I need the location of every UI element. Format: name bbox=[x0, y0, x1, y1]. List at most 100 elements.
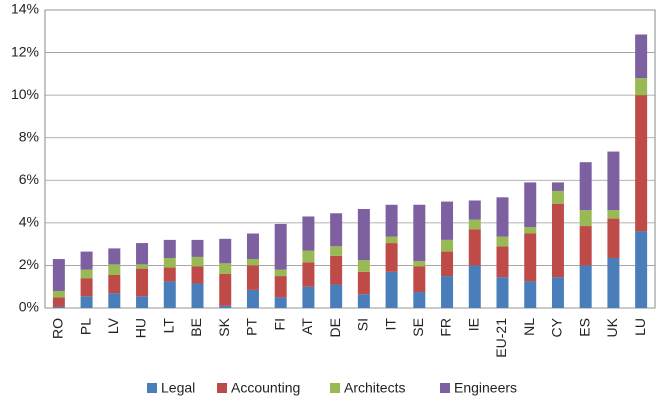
x-tick-label: FI bbox=[271, 318, 287, 330]
y-tick-label: 12% bbox=[11, 43, 39, 59]
bar-segment bbox=[524, 227, 537, 234]
legend-label: Legal bbox=[161, 380, 195, 396]
bar-segment bbox=[163, 257, 176, 268]
bar-segment bbox=[579, 265, 592, 308]
bar-segment bbox=[357, 209, 370, 261]
bar-segment bbox=[607, 151, 620, 211]
x-tick-label: FR bbox=[438, 318, 454, 337]
bar-segment bbox=[191, 283, 204, 308]
bar-segment bbox=[441, 239, 454, 252]
x-tick-label: PT bbox=[244, 318, 260, 336]
bar-segment bbox=[551, 182, 564, 191]
legend-swatch bbox=[217, 383, 227, 393]
bar-segment bbox=[413, 261, 426, 267]
bar-segment bbox=[496, 246, 509, 278]
bar-segment bbox=[246, 265, 259, 290]
bar-segment bbox=[468, 219, 481, 230]
bar-segment bbox=[163, 267, 176, 282]
bar-segment bbox=[219, 305, 232, 308]
bar-segment bbox=[330, 255, 343, 285]
x-tick-label: LT bbox=[160, 318, 176, 334]
y-tick-label: 0% bbox=[19, 299, 39, 315]
bar-segment bbox=[80, 296, 93, 308]
x-tick-label: SE bbox=[410, 318, 426, 337]
legend-swatch bbox=[147, 383, 157, 393]
bar-segment bbox=[136, 243, 149, 265]
bar-segment bbox=[219, 238, 232, 264]
bar-segment bbox=[274, 269, 287, 277]
bar-segment bbox=[607, 218, 620, 258]
bar-segment bbox=[496, 236, 509, 247]
bar-segment bbox=[80, 251, 93, 270]
x-tick-label: PL bbox=[77, 318, 93, 335]
bar-segment bbox=[108, 293, 121, 308]
bar-segment bbox=[635, 231, 648, 308]
bar-segment bbox=[52, 259, 65, 291]
y-tick-label: 8% bbox=[19, 128, 39, 144]
bar-segment bbox=[468, 200, 481, 220]
bar-segment bbox=[219, 263, 232, 274]
x-tick-label: UK bbox=[604, 317, 620, 337]
bar-segment bbox=[330, 284, 343, 308]
bar-segment bbox=[524, 281, 537, 308]
legend-label: Engineers bbox=[454, 380, 517, 396]
bar-segment bbox=[524, 182, 537, 228]
x-tick-label: IE bbox=[465, 318, 481, 331]
bar-segment bbox=[163, 281, 176, 308]
bar-segment bbox=[302, 216, 315, 251]
bar-segment bbox=[52, 297, 65, 307]
bar-segment bbox=[468, 265, 481, 308]
bar-segment bbox=[80, 278, 93, 297]
bar-segment bbox=[496, 277, 509, 308]
bar-segment bbox=[385, 243, 398, 272]
bar-segment bbox=[357, 271, 370, 295]
x-tick-label: EU-21 bbox=[493, 318, 509, 358]
bar-segment bbox=[302, 286, 315, 308]
bar-segment bbox=[579, 162, 592, 211]
bar-segment bbox=[385, 204, 398, 237]
bar-segment bbox=[551, 190, 564, 204]
bar-segment bbox=[219, 273, 232, 306]
bar-segment bbox=[52, 306, 65, 308]
x-tick-label: HU bbox=[133, 318, 149, 338]
bar-segment bbox=[357, 294, 370, 308]
legend-label: Architects bbox=[344, 380, 405, 396]
x-tick-label: BE bbox=[188, 318, 204, 337]
bar-segment bbox=[579, 210, 592, 227]
legend-swatch bbox=[330, 383, 340, 393]
y-tick-label: 6% bbox=[19, 171, 39, 187]
bar-segment bbox=[635, 34, 648, 79]
bar-segment bbox=[551, 277, 564, 308]
bar-segment bbox=[163, 239, 176, 258]
y-tick-label: 14% bbox=[11, 1, 39, 17]
bar-segment bbox=[441, 251, 454, 277]
bar-segment bbox=[441, 201, 454, 240]
bar-segment bbox=[136, 296, 149, 308]
bar-segment bbox=[136, 268, 149, 297]
x-tick-label: IT bbox=[382, 318, 398, 331]
y-tick-label: 4% bbox=[19, 214, 39, 230]
bar-segment bbox=[274, 297, 287, 308]
bar-segment bbox=[108, 248, 121, 265]
bar-segment bbox=[246, 289, 259, 308]
bar-segment bbox=[357, 260, 370, 272]
bar-segment bbox=[385, 271, 398, 308]
bar-segment bbox=[385, 236, 398, 244]
x-tick-label: LV bbox=[105, 317, 121, 334]
x-tick-label: ES bbox=[576, 318, 592, 337]
x-tick-label: CY bbox=[549, 317, 565, 337]
y-tick-label: 10% bbox=[11, 86, 39, 102]
bar-segment bbox=[246, 259, 259, 266]
x-tick-label: DE bbox=[327, 318, 343, 337]
bar-segment bbox=[136, 264, 149, 269]
x-tick-label: SK bbox=[216, 317, 232, 336]
bar-segment bbox=[635, 78, 648, 96]
bar-segment bbox=[302, 250, 315, 263]
bar-segment bbox=[607, 210, 620, 219]
x-tick-label: AT bbox=[299, 318, 315, 335]
bar-segment bbox=[468, 229, 481, 266]
bar-segment bbox=[191, 256, 204, 267]
bar-segment bbox=[108, 275, 121, 294]
bar-segment bbox=[607, 257, 620, 308]
bar-segment bbox=[496, 197, 509, 237]
